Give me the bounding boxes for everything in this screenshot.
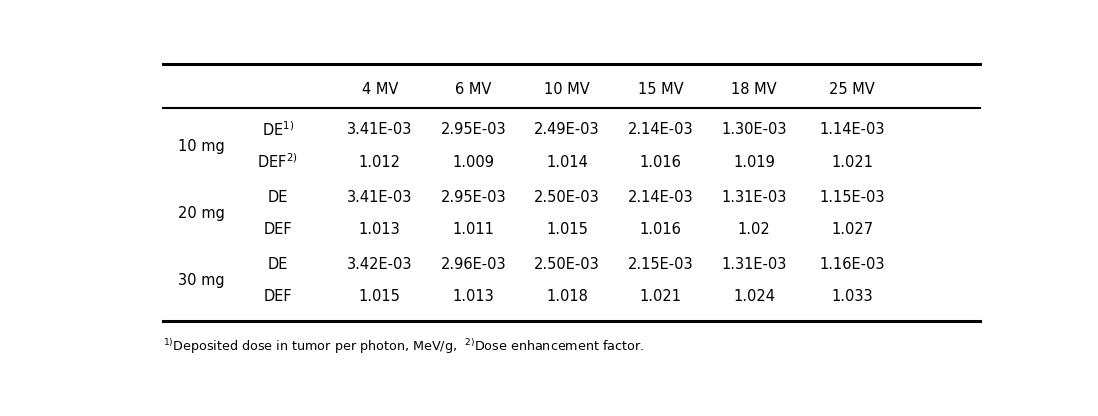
- Text: 2.95E-03: 2.95E-03: [440, 122, 506, 138]
- Text: DEF: DEF: [264, 289, 292, 304]
- Text: 2.14E-03: 2.14E-03: [628, 190, 694, 205]
- Text: DE$^{1)}$: DE$^{1)}$: [261, 121, 294, 139]
- Text: 2.50E-03: 2.50E-03: [534, 257, 600, 272]
- Text: 1.014: 1.014: [546, 154, 587, 170]
- Text: 20 mg: 20 mg: [178, 206, 224, 221]
- Text: 1.024: 1.024: [733, 289, 775, 304]
- Text: 1.033: 1.033: [831, 289, 873, 304]
- Text: 1.021: 1.021: [831, 154, 873, 170]
- Text: 1.011: 1.011: [452, 222, 494, 237]
- Text: 1.009: 1.009: [452, 154, 494, 170]
- Text: 3.41E-03: 3.41E-03: [347, 122, 413, 138]
- Text: 1.30E-03: 1.30E-03: [721, 122, 787, 138]
- Text: 1.027: 1.027: [831, 222, 873, 237]
- Text: 1.016: 1.016: [640, 154, 682, 170]
- Text: 1.013: 1.013: [452, 289, 494, 304]
- Text: 1.016: 1.016: [640, 222, 682, 237]
- Text: 1.019: 1.019: [733, 154, 775, 170]
- Text: 3.41E-03: 3.41E-03: [347, 190, 413, 205]
- Text: 1.013: 1.013: [359, 222, 401, 237]
- Text: DEF$^{2)}$: DEF$^{2)}$: [257, 153, 298, 171]
- Text: 1.02: 1.02: [738, 222, 771, 237]
- Text: 1.15E-03: 1.15E-03: [819, 190, 885, 205]
- Text: 25 MV: 25 MV: [829, 82, 875, 97]
- Text: 3.42E-03: 3.42E-03: [347, 257, 413, 272]
- Text: DEF: DEF: [264, 222, 292, 237]
- Text: 1.16E-03: 1.16E-03: [819, 257, 885, 272]
- Text: 10 mg: 10 mg: [178, 139, 224, 154]
- Text: 1.018: 1.018: [546, 289, 587, 304]
- Text: 1.021: 1.021: [639, 289, 682, 304]
- Text: 2.50E-03: 2.50E-03: [534, 190, 600, 205]
- Text: 1.31E-03: 1.31E-03: [721, 190, 787, 205]
- Text: 10 MV: 10 MV: [545, 82, 590, 97]
- Text: 2.15E-03: 2.15E-03: [628, 257, 694, 272]
- Text: $^{1)}$Deposited dose in tumor per photon, MeV/g,  $^{2)}$Dose enhancement facto: $^{1)}$Deposited dose in tumor per photo…: [163, 337, 645, 356]
- Text: 1.015: 1.015: [359, 289, 401, 304]
- Text: 2.95E-03: 2.95E-03: [440, 190, 506, 205]
- Text: 4 MV: 4 MV: [361, 82, 397, 97]
- Text: 1.012: 1.012: [359, 154, 401, 170]
- Text: 15 MV: 15 MV: [638, 82, 683, 97]
- Text: 1.015: 1.015: [546, 222, 587, 237]
- Text: 1.31E-03: 1.31E-03: [721, 257, 787, 272]
- Text: 30 mg: 30 mg: [178, 273, 224, 288]
- Text: 6 MV: 6 MV: [456, 82, 492, 97]
- Text: DE: DE: [268, 190, 288, 205]
- Text: 18 MV: 18 MV: [731, 82, 777, 97]
- Text: DE: DE: [268, 257, 288, 272]
- Text: 1.14E-03: 1.14E-03: [819, 122, 885, 138]
- Text: 2.14E-03: 2.14E-03: [628, 122, 694, 138]
- Text: 2.49E-03: 2.49E-03: [534, 122, 600, 138]
- Text: 2.96E-03: 2.96E-03: [440, 257, 506, 272]
